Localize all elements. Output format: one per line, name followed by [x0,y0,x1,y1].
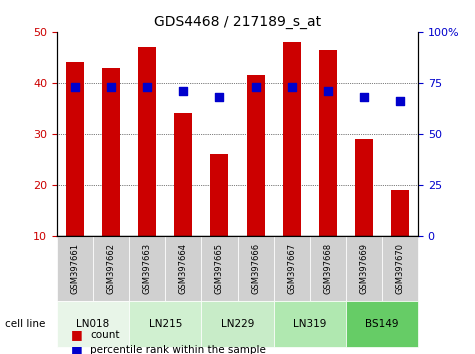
Text: LN319: LN319 [293,319,326,329]
Text: cell line: cell line [5,319,48,329]
Point [107,84,115,90]
Text: GSM397670: GSM397670 [396,242,404,294]
Text: BS149: BS149 [365,319,399,329]
FancyBboxPatch shape [274,301,346,347]
Text: GSM397666: GSM397666 [251,242,260,294]
FancyBboxPatch shape [165,236,201,301]
Point [396,98,404,104]
Point [360,94,368,100]
Text: GSM397667: GSM397667 [287,242,296,294]
Text: count: count [90,330,120,339]
FancyBboxPatch shape [382,236,418,301]
Text: LN229: LN229 [221,319,254,329]
Text: GSM397665: GSM397665 [215,242,224,294]
Bar [138,47,156,236]
Text: ■: ■ [71,344,83,354]
Bar [319,50,337,236]
Text: LN018: LN018 [76,319,110,329]
FancyBboxPatch shape [274,236,310,301]
Title: GDS4468 / 217189_s_at: GDS4468 / 217189_s_at [154,16,321,29]
Bar [66,62,84,236]
Bar [391,190,409,236]
Point [324,88,332,94]
Text: GSM397669: GSM397669 [360,242,368,294]
Text: GSM397664: GSM397664 [179,242,188,294]
Bar [174,113,192,236]
Point [288,84,295,90]
FancyBboxPatch shape [238,236,274,301]
FancyBboxPatch shape [346,301,418,347]
Text: LN215: LN215 [149,319,182,329]
Bar [102,68,120,236]
Text: GSM397662: GSM397662 [107,242,115,294]
Text: percentile rank within the sample: percentile rank within the sample [90,346,266,354]
Text: GSM397663: GSM397663 [143,242,152,294]
Point [180,88,187,94]
FancyBboxPatch shape [93,236,129,301]
FancyBboxPatch shape [310,236,346,301]
Bar [210,154,228,236]
FancyBboxPatch shape [129,236,165,301]
FancyBboxPatch shape [129,301,201,347]
Point [143,84,151,90]
FancyBboxPatch shape [201,301,274,347]
Text: GSM397668: GSM397668 [323,242,332,294]
Point [71,84,79,90]
FancyBboxPatch shape [57,301,129,347]
Bar [283,42,301,236]
FancyBboxPatch shape [346,236,382,301]
FancyBboxPatch shape [57,236,93,301]
Point [216,94,223,100]
FancyBboxPatch shape [201,236,238,301]
Text: ■: ■ [71,328,83,341]
Bar [355,139,373,236]
Point [252,84,259,90]
Bar [247,75,265,236]
Text: GSM397661: GSM397661 [71,242,79,294]
